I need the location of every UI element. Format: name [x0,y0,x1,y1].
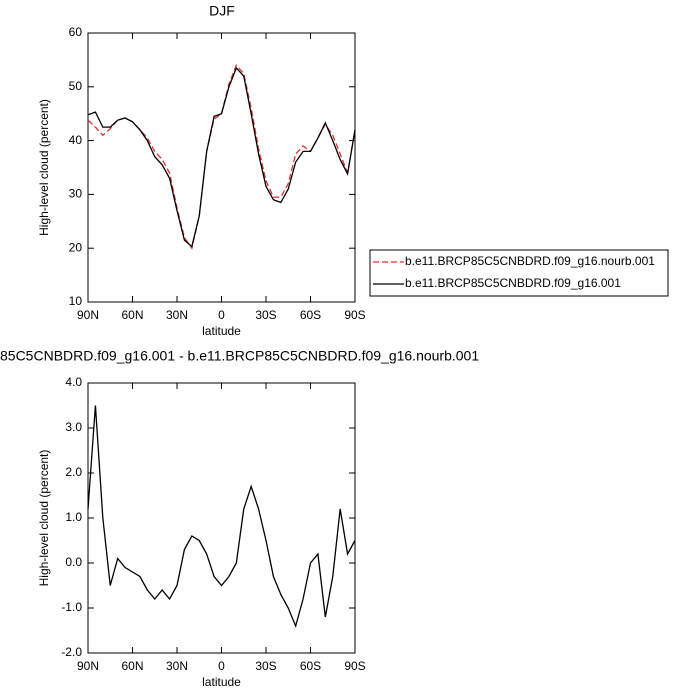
y-tick-label: -1.0 [61,600,82,614]
x-tick-label: 0 [218,659,225,673]
data-line [87,64,356,250]
y-tick-label: 3.0 [65,420,82,434]
x-tick-label: 90S [344,308,365,322]
y-tick-label: 20 [69,240,83,254]
x-tick-label: 30N [166,659,188,673]
y-tick-label: 60 [69,25,83,39]
chart-title: 85C5CNBDRD.f09_g16.001 - b.e11.BRCP85C5C… [0,348,479,364]
legend-label: b.e11.BRCP85C5CNBDRD.f09_g16.nourb.001 [405,254,655,268]
y-tick-label: 1.0 [65,510,82,524]
x-tick-label: 90N [77,308,99,322]
plot-frame [87,382,356,654]
y-axis-label: High-level cloud (percent) [37,450,51,587]
y-tick-label: 0.0 [65,555,82,569]
y-tick-label: 50 [69,79,83,93]
x-axis-label: latitude [202,675,241,689]
x-tick-label: 90N [77,659,99,673]
legend-label: b.e11.BRCP85C5CNBDRD.f09_g16.001 [405,276,621,290]
x-tick-label: 60N [121,659,143,673]
y-tick-label: 4.0 [65,375,82,389]
x-axis-label: latitude [202,324,241,338]
chart-title: DJF [209,3,235,19]
y-tick-label: 10 [69,294,83,308]
y-axis-label: High-level cloud (percent) [37,99,51,236]
data-line [87,405,356,629]
x-tick-label: 30S [255,308,276,322]
x-tick-label: 60S [300,308,321,322]
y-tick-label: 40 [69,133,83,147]
y-tick-label: 2.0 [65,465,82,479]
data-line [87,66,356,248]
plot-frame [87,32,356,303]
legend-box [369,249,669,297]
x-tick-label: 0 [218,308,225,322]
x-tick-label: 60N [121,308,143,322]
x-tick-label: 30S [255,659,276,673]
x-tick-label: 90S [344,659,365,673]
y-tick-label: 30 [69,187,83,201]
x-tick-label: 60S [300,659,321,673]
x-tick-label: 30N [166,308,188,322]
y-tick-label: -2.0 [61,645,82,659]
